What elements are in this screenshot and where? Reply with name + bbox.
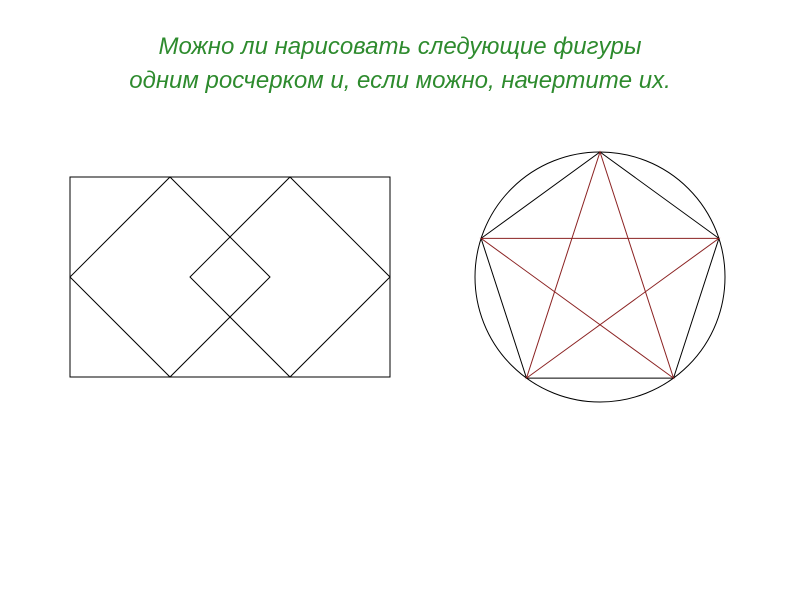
star-circle-svg <box>460 137 740 417</box>
figure-star-circle <box>460 137 740 417</box>
title-line-1: Можно ли нарисовать следующие фигуры <box>158 33 641 60</box>
title-line-2: одним росчерком и, если можно, начертите… <box>129 67 671 94</box>
page-title: Можно ли нарисовать следующие фигуры одн… <box>0 0 800 97</box>
figures-container <box>0 97 800 417</box>
rectangle-diamonds-svg <box>60 167 400 387</box>
figure-rectangle-diamonds <box>60 167 400 387</box>
